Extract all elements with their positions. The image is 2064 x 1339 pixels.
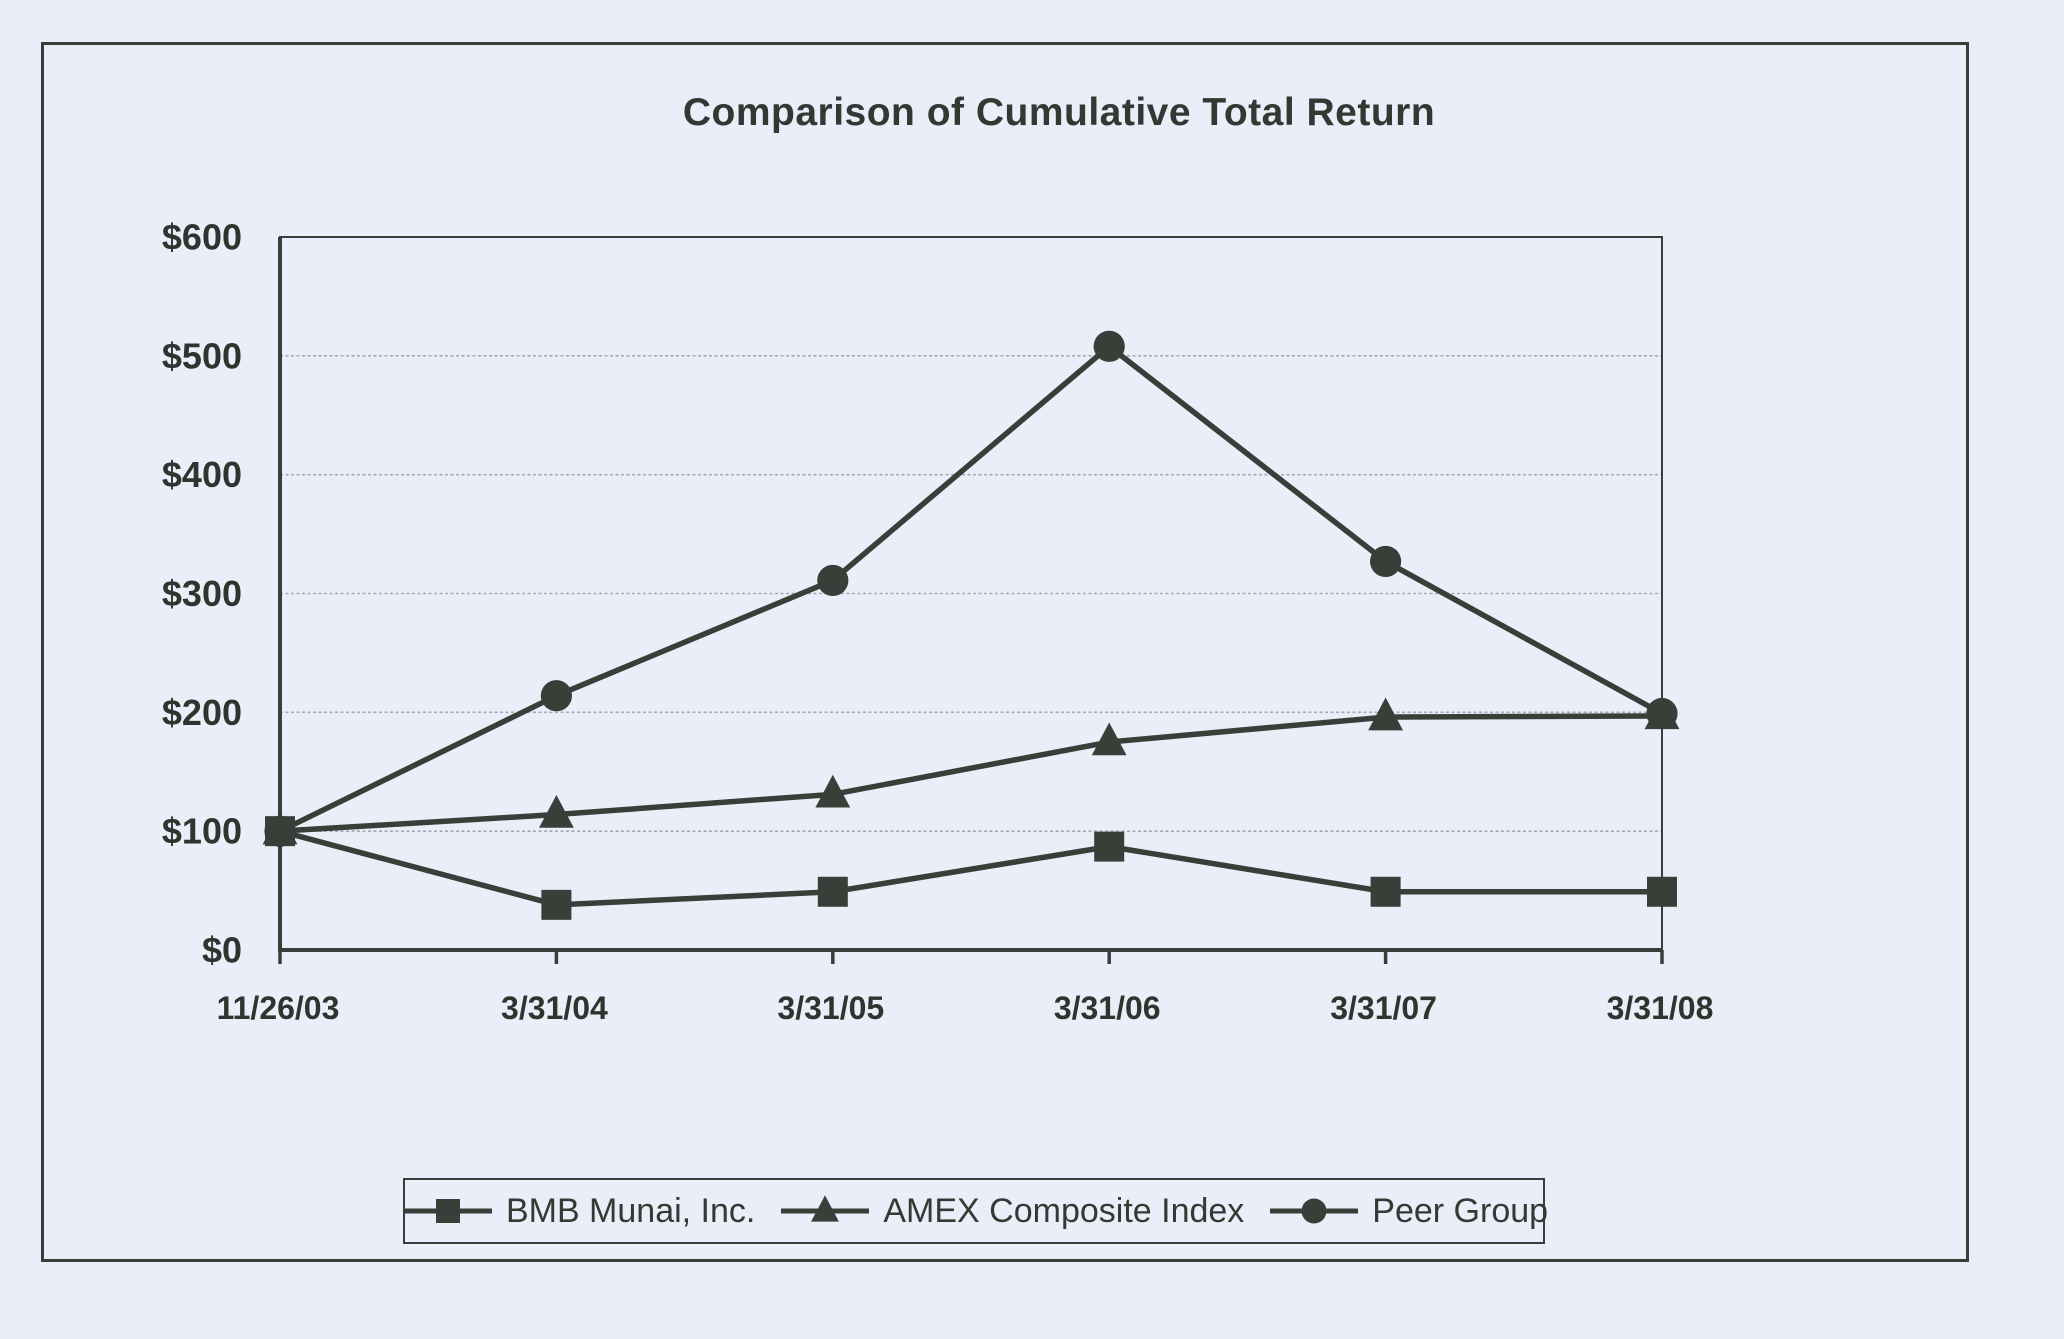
y-tick-label: $400: [162, 454, 242, 495]
circle-marker: [1646, 697, 1678, 730]
legend-item-amex-composite: AMEX Composite Index: [777, 1192, 1244, 1231]
y-tick-label: $300: [162, 573, 242, 614]
series-line: [277, 713, 1665, 834]
circle-marker: [1370, 545, 1402, 578]
triangle-marker: [815, 774, 851, 808]
x-tick-label: 3/31/07: [1330, 990, 1437, 1026]
circle-marker: [817, 564, 849, 597]
x-tick-label: 3/31/08: [1607, 990, 1714, 1026]
square-marker-icon: [403, 1199, 492, 1223]
square-marker: [1094, 831, 1125, 862]
y-tick-label: $100: [162, 811, 242, 852]
legend-marker: [811, 1195, 840, 1222]
x-tick-label: 3/31/06: [1054, 990, 1161, 1026]
square-marker: [265, 816, 295, 847]
chart-title: Comparison of Cumulative Total Return: [682, 91, 1436, 134]
triangle-marker: [1091, 722, 1127, 756]
triangle-marker: [1368, 697, 1403, 731]
series-line: [277, 828, 1665, 908]
square-marker: [541, 889, 572, 920]
square-marker: [1370, 876, 1401, 907]
y-tick-label: $500: [162, 335, 242, 376]
triangle-marker-icon: [781, 1195, 870, 1222]
circle-marker-icon: [1270, 1198, 1359, 1224]
x-tick-label: 3/31/05: [777, 990, 884, 1026]
legend-label: BMB Munai, Inc.: [505, 1191, 756, 1230]
x-tick-label: 11/26/03: [217, 990, 340, 1026]
circle-marker: [1301, 1198, 1327, 1224]
circle-marker: [540, 680, 573, 712]
legend-marker: [1301, 1198, 1327, 1224]
y-tick-label: $600: [162, 217, 242, 258]
gridlines: [280, 355, 1662, 832]
y-tick-label: $200: [162, 692, 242, 733]
triangle-marker: [811, 1195, 840, 1222]
series-line: [277, 343, 1665, 834]
legend-label: AMEX Composite Index: [883, 1191, 1245, 1230]
square-marker: [817, 876, 848, 907]
y-axis-labels: $0 $100 $200 $300 $400 $500 $600: [162, 217, 242, 971]
circle-marker: [1093, 330, 1125, 362]
series-amex-composite-index: [262, 696, 1680, 845]
x-tick-label: 3/31/04: [501, 990, 608, 1026]
square-marker: [435, 1199, 460, 1223]
legend-label: Peer Group: [1372, 1191, 1549, 1230]
square-marker: [1647, 876, 1677, 907]
legend: BMB Munai, Inc. AMEX Composite Index Pee…: [400, 1178, 1548, 1244]
triangle-marker: [539, 795, 574, 828]
x-axis-labels: 11/26/03 3/31/04 3/31/05 3/31/06 3/31/07 3/31…: [217, 990, 1714, 1026]
series-bmb-munai-inc: [265, 816, 1677, 920]
legend-item-peer-group: Peer Group: [1266, 1192, 1548, 1231]
chart-frame: [41, 42, 1969, 1262]
legend-marker: [435, 1199, 460, 1223]
plot-border: [279, 236, 1663, 951]
y-tick-label: $0: [202, 930, 242, 971]
legend-item-bmb-munai: BMB Munai, Inc.: [400, 1192, 755, 1231]
